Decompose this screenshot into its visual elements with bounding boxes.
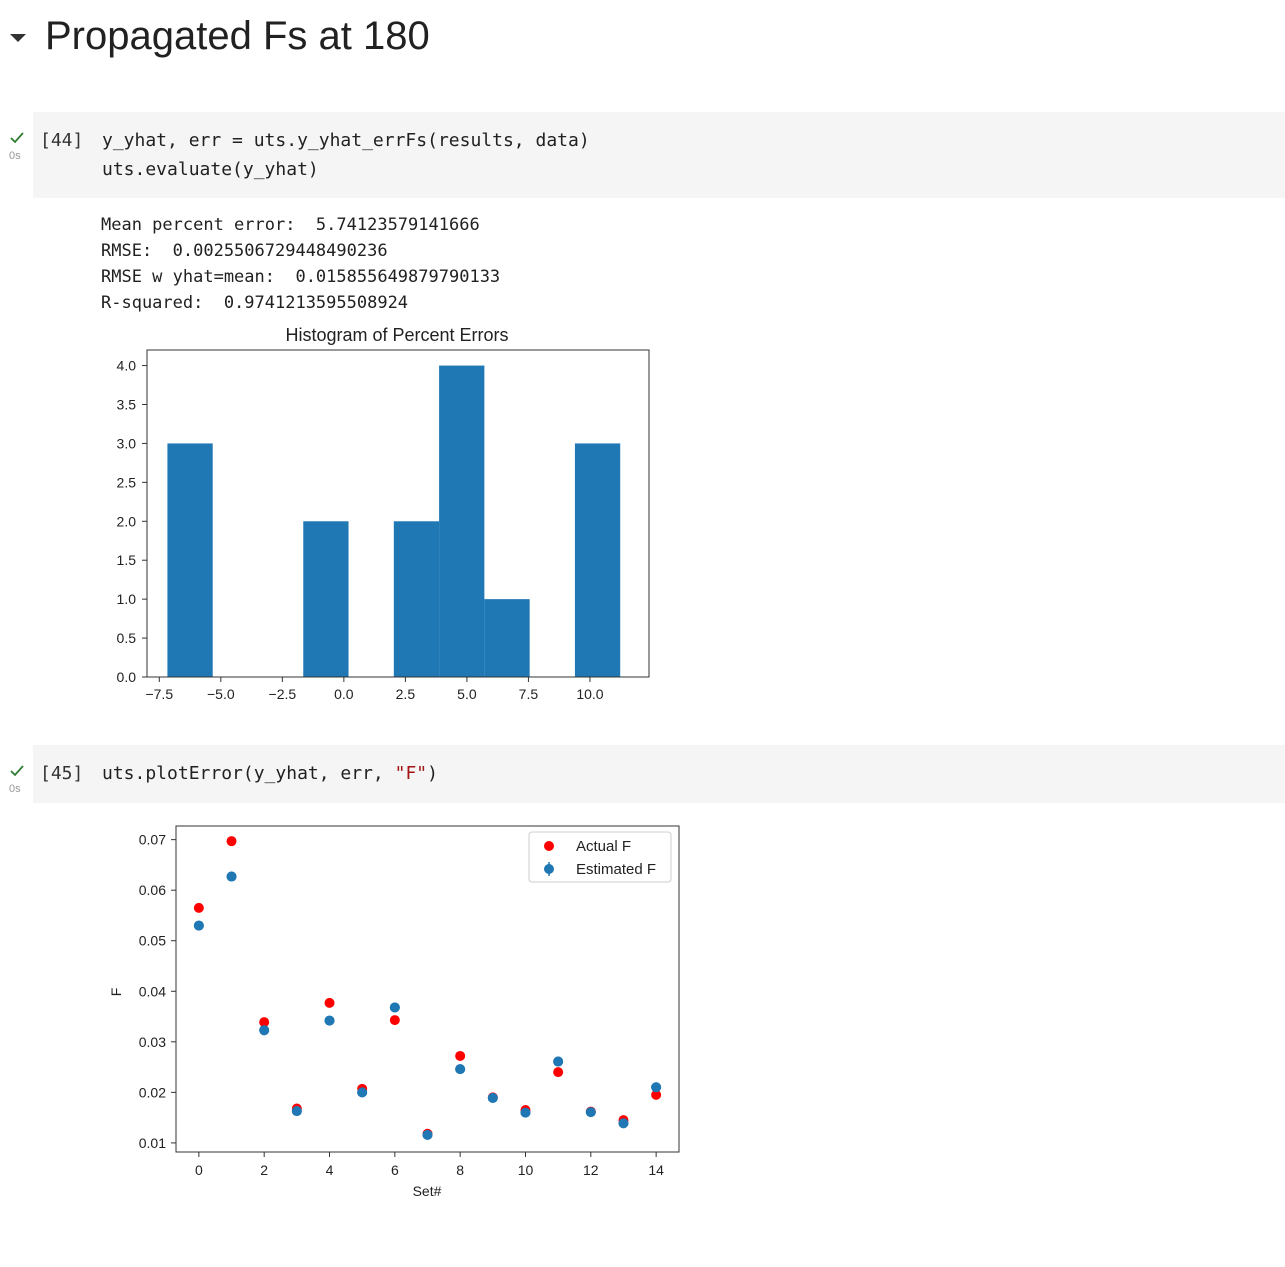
x-tick-label: 0.0 — [334, 686, 354, 702]
code-cell-44[interactable] — [33, 112, 1285, 198]
output-line: RMSE w yhat=mean: 0.015855649879790133 — [101, 267, 501, 287]
chart-title: Histogram of Percent Errors — [285, 325, 508, 345]
section-title: Propagated Fs at 180 — [45, 14, 430, 58]
exec-count: [44] — [40, 130, 84, 151]
y-tick-label: 3.5 — [117, 397, 137, 413]
histogram-bar — [484, 599, 530, 677]
x-tick-label: 5.0 — [457, 686, 477, 702]
exec-time: 0s — [9, 150, 21, 162]
x-tick-label: −7.5 — [145, 686, 173, 702]
y-tick-label: 2.0 — [117, 513, 137, 529]
exec-count: [45] — [40, 763, 84, 784]
code-prefix: uts.plotError(y_yhat, err, — [102, 763, 395, 784]
plot-frame — [146, 349, 650, 678]
histogram-bar — [574, 443, 621, 677]
histogram-bar — [303, 521, 349, 677]
caret-down-icon[interactable] — [10, 34, 26, 42]
y-tick-label: 2.5 — [117, 474, 137, 490]
output-line: R-squared: 0.9741213595508924 — [101, 293, 409, 313]
y-tick-label: 1.0 — [117, 591, 137, 607]
histogram-bar — [393, 521, 440, 677]
code-suffix: ) — [427, 763, 438, 784]
y-tick-label: 0.5 — [117, 630, 137, 646]
output-line: Mean percent error: 5.74123579141666 — [101, 215, 480, 235]
output-line: RMSE: 0.0025506729448490236 — [101, 241, 388, 261]
x-tick-label: −5.0 — [207, 686, 235, 702]
exec-time: 0s — [9, 783, 21, 795]
histogram-bar — [439, 365, 485, 677]
y-tick-label: 0.0 — [117, 669, 137, 685]
x-tick-label: −2.5 — [269, 686, 297, 702]
code-string: "F" — [394, 763, 428, 784]
code-cell-45[interactable] — [33, 745, 1285, 803]
check-icon — [10, 765, 24, 777]
y-tick-label: 1.5 — [117, 552, 137, 568]
check-icon — [10, 132, 24, 144]
code-line[interactable]: uts.evaluate(y_yhat) — [102, 159, 319, 180]
x-tick-label: 7.5 — [519, 686, 539, 702]
x-tick-label: 10.0 — [576, 686, 603, 702]
y-tick-label: 3.0 — [117, 435, 137, 451]
x-tick-label: 2.5 — [396, 686, 416, 702]
histogram-bar — [167, 443, 213, 677]
code-line[interactable]: uts.plotError(y_yhat, err, "F") — [102, 763, 438, 784]
y-tick-label: 4.0 — [117, 358, 137, 374]
code-line[interactable]: y_yhat, err = uts.y_yhat_errFs(results, … — [102, 130, 590, 151]
